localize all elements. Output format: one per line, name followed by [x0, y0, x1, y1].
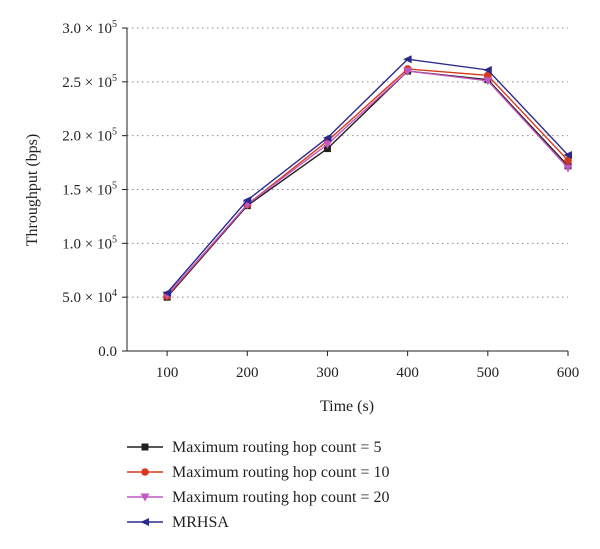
- y-tick-exponent: 5: [112, 19, 117, 30]
- grid-lines: [127, 27, 568, 298]
- data-point: [403, 67, 413, 76]
- y-tick-label: 0.0: [98, 344, 117, 360]
- series-line: [166, 70, 569, 298]
- x-tick-label: 100: [156, 365, 179, 381]
- x-tick-label: 500: [477, 365, 500, 381]
- legend-item: Maximum routing hop count = 10: [127, 464, 389, 481]
- data-point: [242, 196, 252, 205]
- data-point: [483, 65, 492, 74]
- y-tick-exponent: 4: [112, 288, 117, 299]
- data-point: [483, 77, 493, 86]
- data-point: [563, 164, 573, 173]
- x-tick-label: 600: [557, 365, 580, 381]
- x-tick-label: 200: [236, 365, 259, 381]
- y-tick-label: 5.0 × 104: [62, 288, 117, 306]
- y-tick-label: 2.0 × 105: [62, 127, 117, 145]
- legend-marker: [140, 518, 149, 526]
- data-point: [322, 133, 332, 142]
- legend-label: Maximum routing hop count = 5: [172, 439, 381, 456]
- series-line: [166, 58, 569, 294]
- y-tick-label: 2.5 × 105: [62, 73, 117, 91]
- y-ticks: 0.0 5.0 × 104 1.0 × 105 1.5 × 105 2.0 × 105 2…: [62, 19, 127, 360]
- y-axis-label: Throughput (bps): [24, 134, 41, 246]
- x-tick-label: 400: [396, 365, 419, 381]
- data-point: [322, 140, 332, 149]
- series-lines: [162, 55, 573, 301]
- series-group: [163, 67, 572, 301]
- y-tick-label: 3.0 × 105: [62, 19, 117, 37]
- x-ticks: 100 200 300 400 500 600: [156, 351, 579, 381]
- legend: Maximum routing hop count = 5 Maximum rou…: [127, 439, 389, 531]
- x-tick-label: 300: [316, 365, 339, 381]
- legend-item: Maximum routing hop count = 20: [127, 489, 389, 506]
- y-tick-exponent: 5: [112, 234, 117, 245]
- legend-label: Maximum routing hop count = 20: [172, 489, 389, 506]
- legend-label: MRHSA: [172, 514, 229, 531]
- legend-marker: [141, 443, 149, 451]
- legend-marker: [140, 493, 150, 502]
- legend-item: MRHSA: [127, 514, 229, 531]
- series-group: [162, 67, 573, 300]
- series-group: [163, 65, 572, 300]
- series-group: [162, 55, 572, 297]
- y-tick-exponent: 5: [112, 127, 117, 138]
- data-point: [563, 151, 572, 160]
- x-axis-label: Time (s): [320, 398, 374, 415]
- y-tick-label: 1.5 × 105: [62, 181, 117, 199]
- series-line: [166, 70, 569, 296]
- data-point: [162, 288, 172, 297]
- data-point: [564, 156, 572, 165]
- y-tick-exponent: 5: [112, 181, 117, 192]
- legend-label: Maximum routing hop count = 10: [172, 464, 389, 481]
- legend-marker: [141, 468, 149, 476]
- data-point: [403, 55, 412, 64]
- y-tick-exponent: 5: [112, 73, 117, 84]
- legend-item: Maximum routing hop count = 5: [127, 439, 381, 456]
- y-tick-label: 1.0 × 105: [62, 234, 117, 252]
